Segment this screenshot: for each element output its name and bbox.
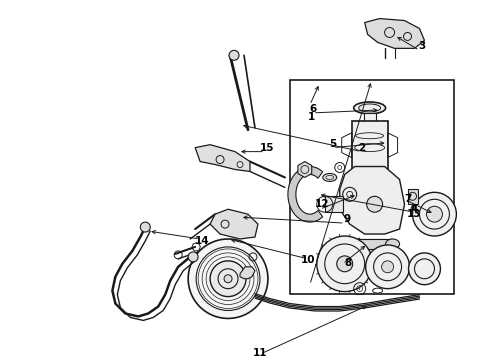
- Circle shape: [188, 239, 268, 319]
- Polygon shape: [340, 167, 405, 234]
- Circle shape: [367, 196, 383, 212]
- Bar: [352, 121, 388, 175]
- Text: 12: 12: [315, 199, 329, 209]
- Circle shape: [317, 236, 372, 292]
- Text: 11: 11: [253, 348, 267, 358]
- Text: 5: 5: [329, 139, 336, 149]
- Text: 4: 4: [411, 204, 418, 214]
- Circle shape: [426, 206, 442, 222]
- Circle shape: [337, 256, 353, 272]
- Text: 10: 10: [300, 255, 315, 265]
- Text: 1: 1: [308, 112, 316, 122]
- Circle shape: [343, 187, 357, 201]
- Circle shape: [229, 50, 239, 60]
- Polygon shape: [240, 267, 255, 279]
- Polygon shape: [210, 209, 258, 239]
- Bar: [290, 80, 454, 294]
- Bar: [408, 189, 417, 204]
- Circle shape: [409, 253, 441, 285]
- Ellipse shape: [351, 239, 365, 249]
- Text: 3: 3: [418, 41, 425, 51]
- Bar: [348, 175, 392, 187]
- Circle shape: [382, 261, 393, 273]
- Circle shape: [366, 245, 410, 289]
- Polygon shape: [288, 167, 323, 222]
- Text: 7: 7: [404, 194, 411, 204]
- Ellipse shape: [386, 239, 399, 249]
- Circle shape: [224, 275, 232, 283]
- Ellipse shape: [323, 174, 337, 181]
- Bar: [364, 113, 376, 121]
- Circle shape: [188, 252, 198, 262]
- Text: 13: 13: [407, 209, 422, 219]
- Circle shape: [413, 192, 456, 236]
- Circle shape: [210, 261, 246, 297]
- Bar: [325, 196, 343, 212]
- Circle shape: [140, 222, 150, 232]
- Text: 6: 6: [309, 104, 317, 114]
- Bar: [358, 239, 392, 249]
- Text: 8: 8: [344, 258, 351, 268]
- Text: 9: 9: [343, 214, 350, 224]
- Text: 15: 15: [260, 143, 274, 153]
- Polygon shape: [365, 19, 424, 48]
- Text: 14: 14: [195, 236, 209, 246]
- Text: 2: 2: [358, 143, 365, 153]
- Ellipse shape: [354, 102, 386, 114]
- Polygon shape: [195, 145, 250, 171]
